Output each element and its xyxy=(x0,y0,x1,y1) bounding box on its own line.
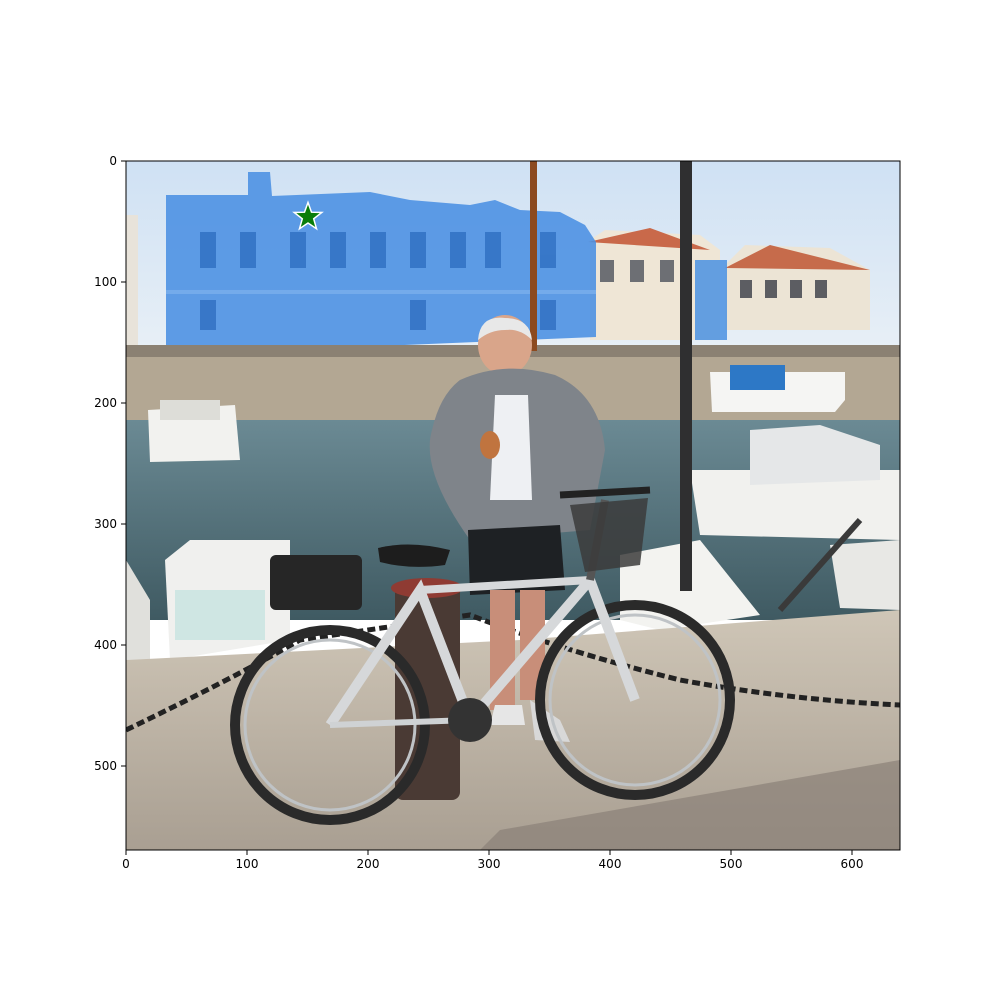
star-icon xyxy=(292,200,324,231)
pavement xyxy=(126,610,900,850)
y-tick-label: 400 xyxy=(94,638,117,652)
right-blue-patch xyxy=(695,260,727,340)
y-tick-label: 200 xyxy=(94,396,117,410)
bike-basket xyxy=(570,498,648,572)
x-axis xyxy=(125,850,853,855)
x-tick-label: 600 xyxy=(841,857,864,871)
y-tick-label: 0 xyxy=(109,154,117,168)
photo xyxy=(126,161,900,850)
bike-hub xyxy=(448,698,492,742)
bike-rack-box xyxy=(270,555,362,610)
y-axis xyxy=(121,160,126,767)
plot-frame xyxy=(125,160,901,851)
bike-saddle xyxy=(378,544,450,567)
y-tick-label: 100 xyxy=(94,275,117,289)
mast xyxy=(530,161,537,351)
x-tick-label: 500 xyxy=(720,857,743,871)
x-tick-label: 200 xyxy=(357,857,380,871)
x-tick-label: 400 xyxy=(599,857,622,871)
boats xyxy=(126,365,900,665)
x-tick-label: 100 xyxy=(236,857,259,871)
highlighted-building xyxy=(166,172,596,355)
x-tick-label: 0 xyxy=(122,857,130,871)
y-tick-label: 500 xyxy=(94,759,117,773)
x-tick-label: 300 xyxy=(478,857,501,871)
y-tick-label: 300 xyxy=(94,517,117,531)
mast xyxy=(680,161,692,591)
